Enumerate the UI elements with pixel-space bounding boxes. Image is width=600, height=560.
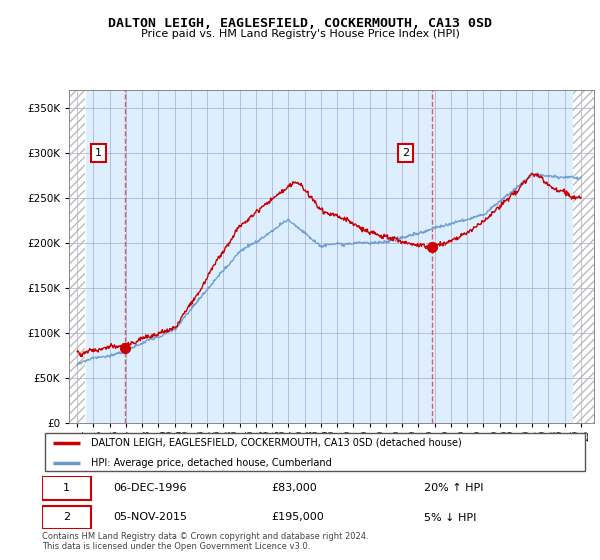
Text: 06-DEC-1996: 06-DEC-1996 <box>113 483 187 493</box>
Text: Price paid vs. HM Land Registry's House Price Index (HPI): Price paid vs. HM Land Registry's House … <box>140 29 460 39</box>
Text: DALTON LEIGH, EAGLESFIELD, COCKERMOUTH, CA13 0SD: DALTON LEIGH, EAGLESFIELD, COCKERMOUTH, … <box>108 17 492 30</box>
Text: 2: 2 <box>402 148 409 157</box>
FancyBboxPatch shape <box>42 506 91 529</box>
Text: Contains HM Land Registry data © Crown copyright and database right 2024.
This d: Contains HM Land Registry data © Crown c… <box>42 532 368 552</box>
Text: £83,000: £83,000 <box>271 483 317 493</box>
FancyBboxPatch shape <box>42 476 91 500</box>
Text: 5% ↓ HPI: 5% ↓ HPI <box>424 512 476 522</box>
Text: 1: 1 <box>95 148 102 157</box>
FancyBboxPatch shape <box>45 433 585 471</box>
Text: 20% ↑ HPI: 20% ↑ HPI <box>424 483 484 493</box>
Text: HPI: Average price, detached house, Cumberland: HPI: Average price, detached house, Cumb… <box>91 458 332 468</box>
Text: 2: 2 <box>63 512 70 522</box>
Text: £195,000: £195,000 <box>271 512 324 522</box>
Text: 1: 1 <box>63 483 70 493</box>
Text: 05-NOV-2015: 05-NOV-2015 <box>113 512 187 522</box>
Text: DALTON LEIGH, EAGLESFIELD, COCKERMOUTH, CA13 0SD (detached house): DALTON LEIGH, EAGLESFIELD, COCKERMOUTH, … <box>91 438 462 448</box>
